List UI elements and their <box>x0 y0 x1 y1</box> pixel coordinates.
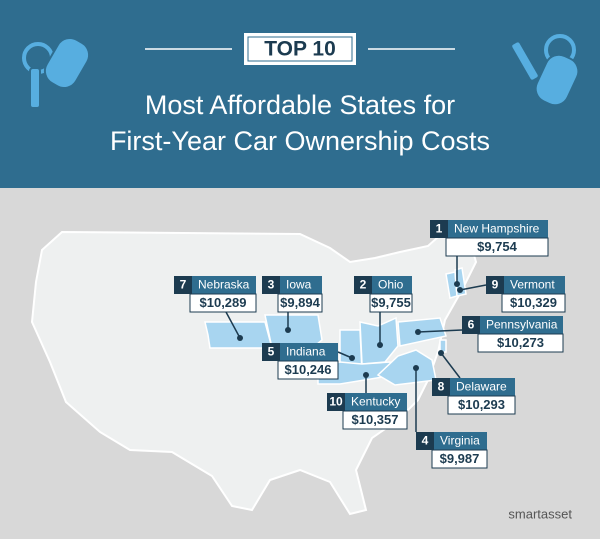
cost: $9,754 <box>477 239 518 254</box>
name-cell <box>345 393 407 411</box>
badge-inner <box>247 36 353 62</box>
keys-icon-left <box>22 36 91 109</box>
rank: 4 <box>422 434 429 448</box>
cost-box <box>447 395 516 415</box>
badge-text: TOP 10 <box>264 38 336 61</box>
cost-box <box>431 449 488 469</box>
cost: $9,987 <box>440 451 480 466</box>
keys-icon-right <box>510 34 580 107</box>
rank-cell <box>432 378 450 396</box>
name-cell <box>450 378 515 396</box>
pointer-dot <box>349 355 355 361</box>
pointer-dot <box>377 342 383 348</box>
title-line: Most Affordable States for <box>145 90 455 120</box>
cost: $9,894 <box>280 295 321 310</box>
cost: $10,293 <box>458 397 505 412</box>
cost-box <box>501 293 566 313</box>
brand: smartasset <box>508 506 572 521</box>
state-name: Virginia <box>440 434 480 448</box>
name-cell <box>434 432 487 450</box>
cost: $9,755 <box>371 295 411 310</box>
rank-cell <box>174 276 192 294</box>
rank: 9 <box>492 278 499 292</box>
cost-box <box>277 293 323 313</box>
header-band <box>0 0 600 188</box>
pointer-dot <box>454 281 460 287</box>
rank: 3 <box>268 278 275 292</box>
badge-box <box>244 33 356 65</box>
state-name: Delaware <box>456 380 507 394</box>
name-cell <box>504 276 565 294</box>
pointer-line <box>225 311 241 339</box>
pointer-dot <box>237 335 243 341</box>
state-name: Iowa <box>286 278 312 292</box>
state-name: New Hampshire <box>454 222 540 236</box>
rank-cell <box>262 343 280 361</box>
name-cell <box>372 276 412 294</box>
cost: $10,329 <box>510 295 557 310</box>
state-name: Ohio <box>378 278 404 292</box>
rank-cell <box>416 432 434 450</box>
pointer-line <box>459 284 487 291</box>
cost: $10,273 <box>497 335 544 350</box>
cost: $10,246 <box>285 362 332 377</box>
rank: 1 <box>436 222 443 236</box>
name-cell <box>280 276 322 294</box>
cost-box <box>477 333 564 353</box>
state-name: Vermont <box>510 278 555 292</box>
pointer-dot <box>285 327 291 333</box>
rank-cell <box>486 276 504 294</box>
cost: $10,289 <box>200 295 247 310</box>
title-line: First-Year Car Ownership Costs <box>110 126 490 156</box>
state-name: Kentucky <box>351 395 400 409</box>
pointer-dot <box>438 350 444 356</box>
name-cell <box>280 343 338 361</box>
state-name: Pennsylvania <box>486 318 558 332</box>
rank: 6 <box>468 318 475 332</box>
cost-box <box>277 360 339 380</box>
name-cell <box>192 276 256 294</box>
pointer-line <box>440 352 461 379</box>
pointer-dot <box>415 329 421 335</box>
cost-box <box>369 293 413 313</box>
cost-box <box>342 410 408 430</box>
rank-cell <box>462 316 480 334</box>
us-map <box>30 228 478 516</box>
rank: 5 <box>268 345 275 359</box>
pointer-dot <box>413 365 419 371</box>
cost-box <box>189 293 257 313</box>
rank-cell <box>327 393 345 411</box>
rank-cell <box>430 220 448 238</box>
rank: 10 <box>329 395 343 409</box>
rank-cell <box>262 276 280 294</box>
rank: 2 <box>360 278 367 292</box>
state-name: Nebraska <box>198 278 250 292</box>
name-cell <box>480 316 563 334</box>
rank-cell <box>354 276 372 294</box>
cost-box <box>445 237 549 257</box>
state-name: Indiana <box>286 345 326 359</box>
rank: 8 <box>438 380 445 394</box>
rank: 7 <box>180 278 187 292</box>
name-cell <box>448 220 548 238</box>
pointer-dot <box>363 372 369 378</box>
cost: $10,357 <box>352 412 399 427</box>
pointer-line <box>417 329 463 333</box>
pointer-dot <box>457 287 463 293</box>
